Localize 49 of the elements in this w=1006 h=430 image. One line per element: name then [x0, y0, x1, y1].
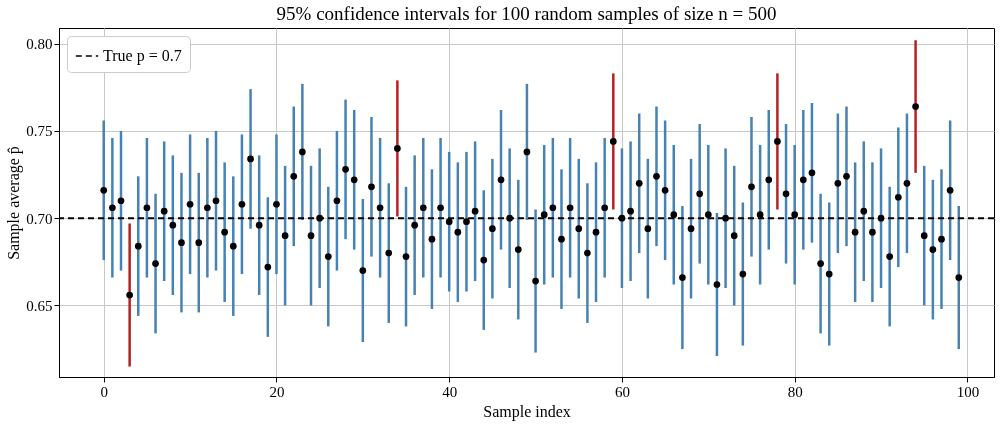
bar — [223, 162, 226, 302]
x-tick-label: 80 — [787, 383, 803, 400]
bar — [724, 148, 727, 288]
bar — [871, 162, 874, 302]
bar — [655, 106, 658, 247]
bar — [180, 172, 183, 313]
x-tick-label: 40 — [442, 383, 458, 400]
x-tick-label: 60 — [614, 383, 630, 400]
bar — [629, 141, 632, 282]
bar — [439, 137, 442, 278]
bar — [301, 83, 304, 220]
bar — [508, 148, 511, 288]
y-tick-label: 0.75 — [26, 123, 53, 140]
bar — [940, 169, 943, 309]
x-tick-label: 20 — [269, 383, 285, 400]
bar — [750, 117, 753, 257]
bar — [698, 123, 701, 264]
bar — [845, 106, 848, 247]
x-tick-label: 100 — [956, 383, 980, 400]
bar — [206, 137, 209, 278]
bar — [275, 134, 278, 275]
bar — [776, 73, 779, 210]
x-tick-label: 0 — [100, 383, 108, 400]
y-tick-label: 0.70 — [26, 210, 53, 227]
bar — [249, 89, 252, 229]
bar — [819, 193, 822, 334]
bar — [888, 186, 891, 327]
y-axis-title: Sample average p̂ — [5, 146, 24, 260]
bar — [681, 205, 684, 350]
y-tick-label: 0.80 — [26, 36, 53, 53]
bar — [793, 144, 796, 285]
bar — [370, 117, 373, 257]
bar — [344, 99, 347, 240]
bar — [318, 148, 321, 288]
chart-title: 95% confidence intervals for 100 random samples of size n = 500 — [276, 3, 777, 24]
bar — [128, 223, 131, 367]
bar — [560, 169, 563, 309]
bar — [603, 137, 606, 278]
bar — [534, 209, 537, 353]
bar — [586, 183, 589, 323]
bar — [914, 40, 917, 173]
bar — [154, 193, 157, 334]
bar — [396, 80, 399, 217]
y-tick-label: 0.65 — [26, 297, 53, 314]
bar — [111, 137, 114, 278]
x-axis-title: Sample index — [483, 402, 571, 421]
bar — [465, 151, 468, 292]
bar — [491, 158, 494, 299]
legend-label: True p = 0.7 — [103, 47, 182, 65]
